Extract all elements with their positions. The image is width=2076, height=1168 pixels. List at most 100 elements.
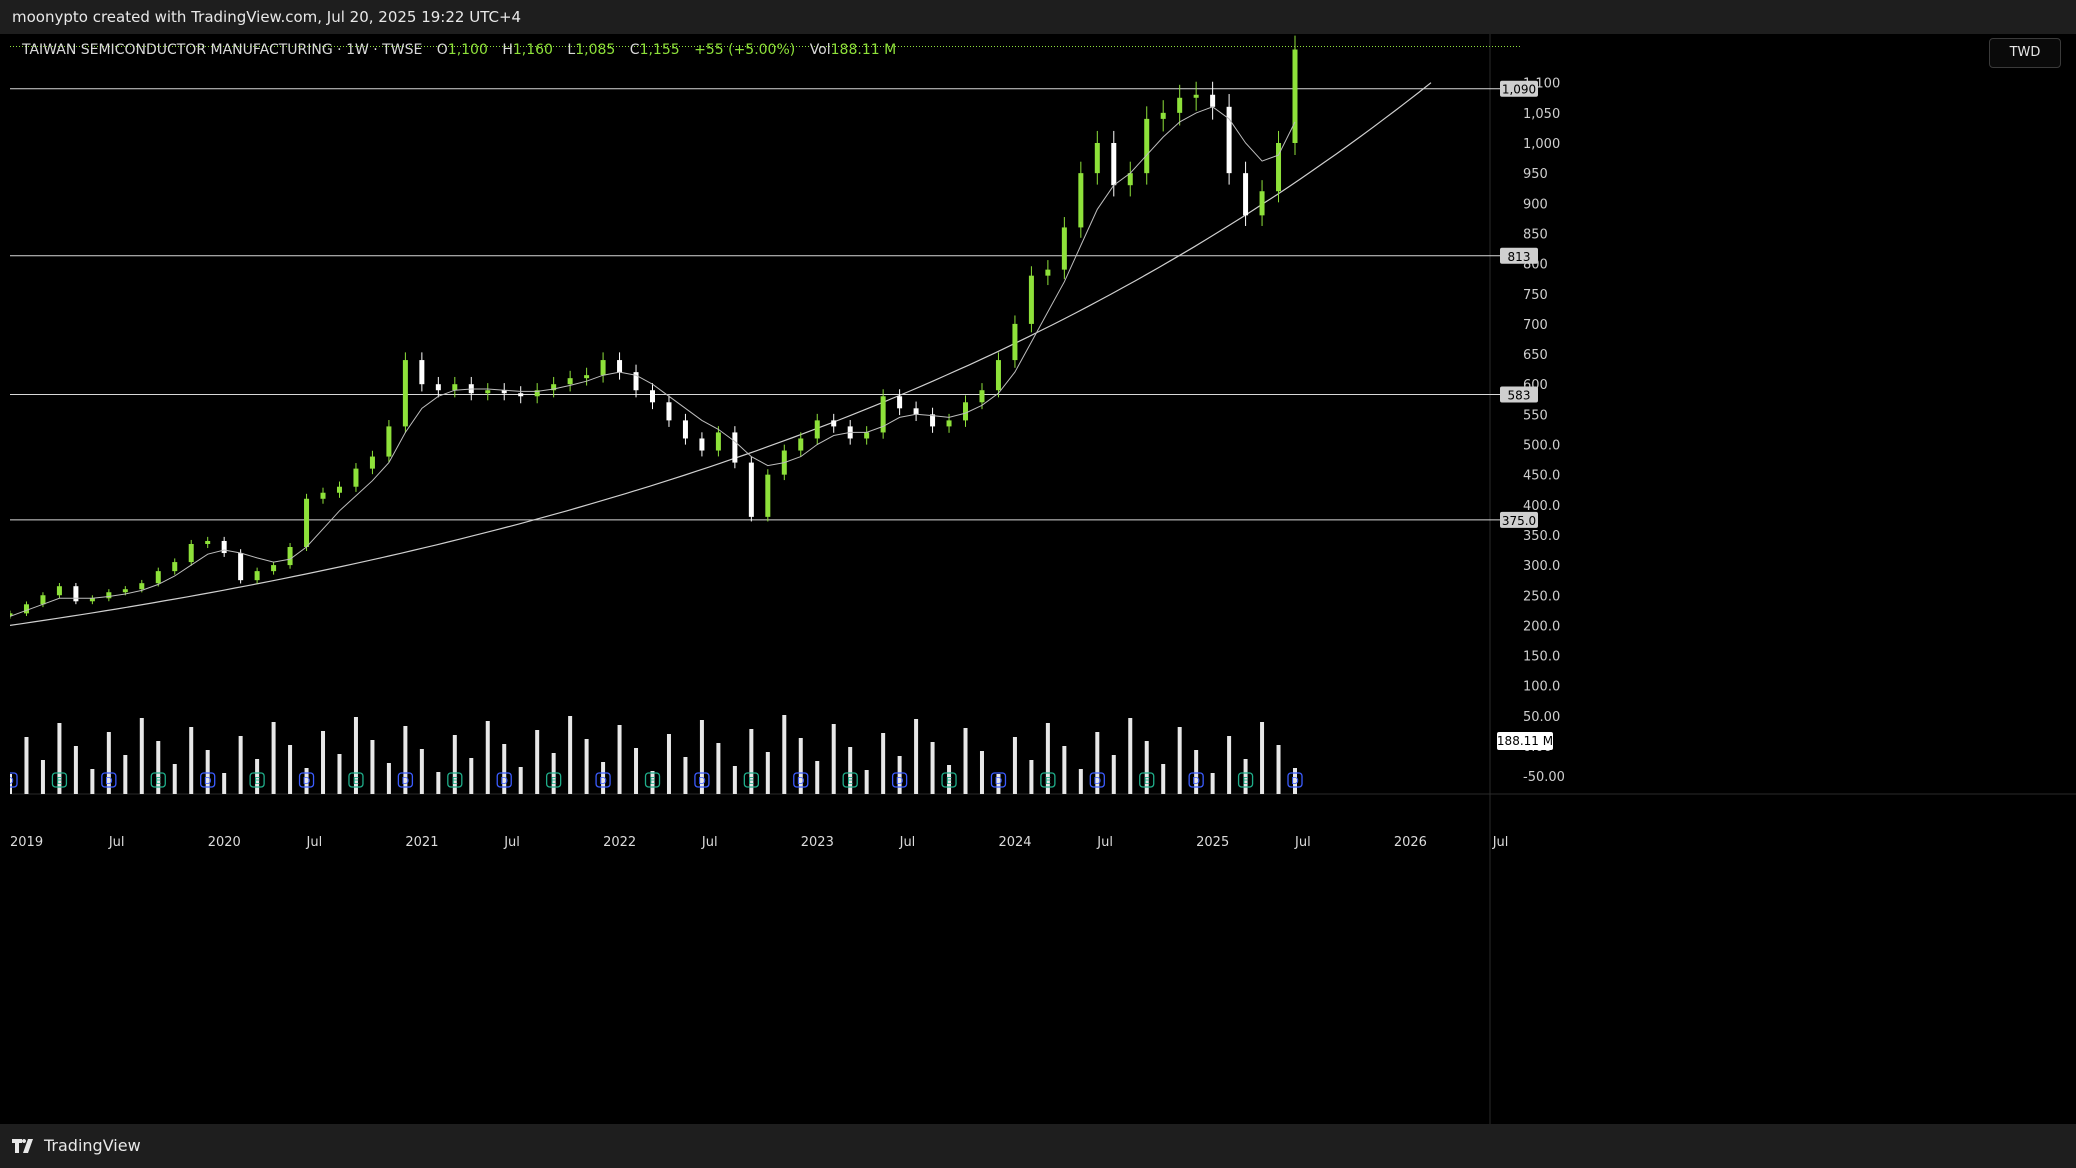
event-marker-box [1139, 772, 1155, 788]
chart-area[interactable]: 1,100 1,050 1,000 950 900 850 800 750 700 650 600 5… [10, 34, 2076, 1124]
y-tick-label: 1,050 [1523, 107, 1560, 122]
candle-body [1144, 118, 1150, 174]
candle-body [650, 390, 655, 403]
y-tick-label: 900 [1523, 197, 1548, 212]
candle-body [1243, 173, 1249, 216]
x-tick-label: 2021 [405, 835, 438, 850]
candle-body [287, 547, 293, 566]
volume-bar [650, 771, 655, 794]
candle-body [188, 543, 194, 563]
x-tick-label: Jul [899, 835, 916, 850]
candle-body [238, 553, 244, 581]
candle-body [699, 438, 705, 451]
candle-body [831, 420, 837, 427]
brand-label: TradingView [44, 1136, 141, 1155]
volume-bar [699, 720, 704, 794]
price-chart[interactable]: 1,1001,0501,0009509008508007507006506005… [10, 34, 2076, 1124]
candle-body [452, 384, 458, 391]
event-marker-box [447, 772, 463, 788]
level-badge [1500, 386, 1538, 403]
candle-body [715, 432, 721, 451]
volume-bar [172, 764, 177, 794]
candle-body [1045, 269, 1051, 276]
candle-body [880, 396, 886, 433]
level-badge [1500, 80, 1538, 97]
candle-body [10, 613, 13, 616]
candle-body [1292, 49, 1298, 143]
volume-bar [568, 716, 573, 794]
event-marker-box [990, 772, 1007, 788]
event-marker-label: D [797, 776, 805, 787]
candle-body [1226, 106, 1232, 174]
volume-bar [864, 770, 869, 794]
y-tick-label: 150.0 [1523, 650, 1560, 665]
open-value: 1,100 [447, 42, 488, 58]
volume-bar [419, 749, 424, 794]
moving-average-line [10, 106, 1296, 617]
level-badge [1500, 511, 1538, 528]
volume-bar [485, 721, 490, 794]
growth-curve [10, 82, 1432, 626]
candle-body [40, 595, 46, 605]
y-tick-label: -50.00 [1523, 770, 1565, 785]
candle-body [551, 384, 557, 391]
x-tick-label: Jul [701, 835, 718, 850]
candle-body [1061, 227, 1067, 270]
volume-bar [963, 728, 968, 794]
volume-badge [1497, 732, 1553, 750]
candle-body [1177, 97, 1183, 113]
candle-body [485, 390, 491, 394]
volume-bar [930, 742, 935, 794]
volume-bar [1161, 764, 1166, 794]
event-marker-box [249, 772, 265, 788]
volume-bar [881, 733, 886, 794]
candle-body [221, 540, 227, 554]
candle-body [979, 390, 985, 403]
candle-body [913, 408, 919, 415]
candle-body [1259, 191, 1265, 216]
y-tick-label: 50.00 [1523, 710, 1560, 725]
event-marker-label: D [500, 776, 508, 787]
y-tick-label: 750 [1523, 288, 1548, 303]
currency-button[interactable]: TWD [1989, 38, 2061, 68]
candle-body [633, 372, 639, 391]
volume-bar [353, 717, 358, 794]
volume-bar [897, 756, 902, 794]
event-marker-label: E [847, 776, 853, 787]
volume-bar [1128, 718, 1133, 794]
candle-body [106, 592, 112, 599]
candle-body [1111, 143, 1117, 186]
candle-body [23, 604, 29, 614]
y-tick-label: 850 [1523, 227, 1548, 242]
footer-bar [0, 1124, 2076, 1168]
volume-bar [831, 724, 836, 794]
event-marker-label: D [10, 776, 14, 787]
x-tick-label: 2026 [1394, 835, 1427, 850]
candle-body [89, 598, 95, 602]
volume-bar [321, 731, 326, 794]
event-marker-label: E [353, 776, 359, 787]
volume-bar [765, 752, 770, 794]
candle-body [402, 360, 408, 427]
candle-body [1078, 173, 1084, 228]
volume-bar [518, 767, 523, 794]
volume-bar [996, 774, 1001, 794]
candle-body [584, 375, 590, 379]
candle-body [1012, 323, 1018, 361]
volume-bar [452, 735, 457, 794]
event-markers: DEDEDEDEDEDEDEDEDEDEDEDEDED [10, 772, 1303, 788]
event-marker-label: D [698, 776, 706, 787]
event-marker-label: E [550, 776, 556, 787]
volume-bar [24, 737, 29, 794]
event-marker-box [397, 772, 414, 788]
volume-bar [1243, 759, 1248, 794]
volume-bar [106, 732, 111, 794]
volume-bars [10, 715, 1297, 794]
candle-body [946, 420, 952, 427]
event-marker-box [1089, 772, 1105, 788]
event-marker-label: D [599, 776, 607, 787]
volume-bar [1177, 727, 1182, 794]
event-marker-box [200, 772, 216, 788]
candle-body [518, 393, 524, 397]
volume-bar [979, 751, 984, 794]
